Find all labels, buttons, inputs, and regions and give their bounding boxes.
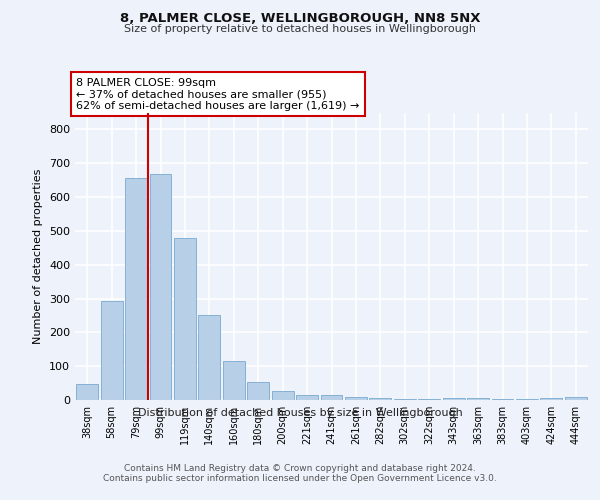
Bar: [101, 301, 122, 400]
Bar: [174, 238, 196, 400]
Bar: [149, 174, 172, 400]
Bar: [76, 384, 98, 400]
Bar: [125, 178, 147, 400]
Bar: [418, 398, 440, 400]
Bar: [491, 398, 514, 400]
Bar: [541, 398, 562, 400]
Text: Contains HM Land Registry data © Crown copyright and database right 2024.
Contai: Contains HM Land Registry data © Crown c…: [103, 464, 497, 483]
Bar: [320, 396, 343, 400]
Text: 8 PALMER CLOSE: 99sqm
← 37% of detached houses are smaller (955)
62% of semi-det: 8 PALMER CLOSE: 99sqm ← 37% of detached …: [76, 78, 359, 111]
Bar: [272, 391, 293, 400]
Bar: [565, 398, 587, 400]
Text: Distribution of detached houses by size in Wellingborough: Distribution of detached houses by size …: [137, 408, 463, 418]
Bar: [370, 398, 391, 400]
Bar: [296, 395, 318, 400]
Text: 8, PALMER CLOSE, WELLINGBOROUGH, NN8 5NX: 8, PALMER CLOSE, WELLINGBOROUGH, NN8 5NX: [120, 12, 480, 26]
Bar: [345, 398, 367, 400]
Bar: [247, 382, 269, 400]
Bar: [223, 361, 245, 400]
Y-axis label: Number of detached properties: Number of detached properties: [34, 168, 43, 344]
Text: Size of property relative to detached houses in Wellingborough: Size of property relative to detached ho…: [124, 24, 476, 34]
Bar: [467, 398, 489, 400]
Bar: [516, 398, 538, 400]
Bar: [443, 398, 464, 400]
Bar: [199, 316, 220, 400]
Bar: [394, 398, 416, 400]
